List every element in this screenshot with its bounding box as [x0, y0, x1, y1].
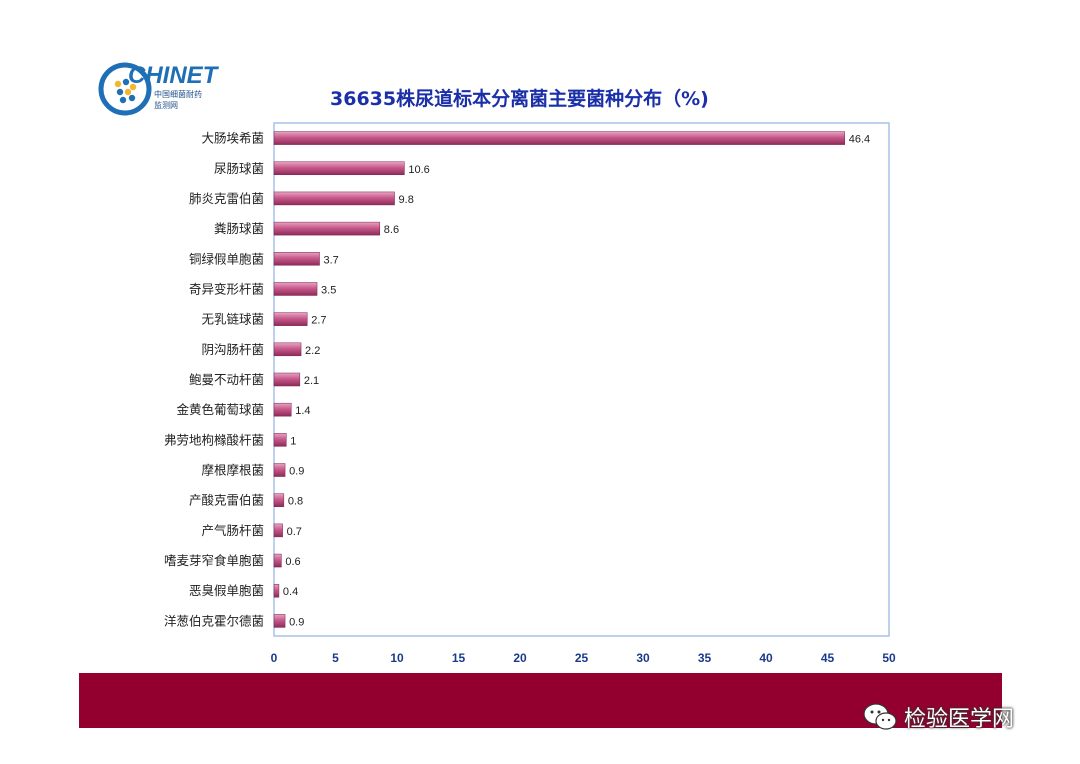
bar	[273, 583, 280, 598]
bar	[273, 191, 395, 206]
x-tick-label: 0	[271, 651, 278, 665]
data-label: 0.8	[288, 496, 303, 508]
x-tick-label: 50	[882, 651, 896, 665]
category-label: 肺炎克雷伯菌	[189, 191, 264, 206]
category-label: 产酸克雷伯菌	[189, 493, 264, 508]
bar	[273, 131, 845, 145]
data-label: 8.6	[384, 224, 399, 236]
category-label: 恶臭假单胞菌	[189, 583, 264, 598]
data-label: 0.9	[289, 616, 304, 628]
category-label: 大肠埃希菌	[201, 131, 264, 146]
bar	[273, 252, 320, 266]
x-tick-label: 40	[759, 651, 773, 665]
bar	[273, 493, 285, 507]
watermark: 检验医学网	[862, 700, 1014, 734]
category-label: 摩根摩根菌	[201, 463, 264, 478]
category-label: 产气肠杆菌	[201, 523, 264, 538]
bar	[273, 372, 301, 387]
data-label: 0.7	[287, 526, 302, 538]
logo-subtitle-1: 中国细菌耐药	[154, 90, 202, 99]
bar	[273, 312, 308, 326]
x-tick-label: 20	[513, 651, 527, 665]
bar	[273, 282, 318, 296]
x-tick-label: 30	[636, 651, 650, 665]
chart-title: 36635株尿道标本分离菌主要菌种分布（%)	[330, 88, 709, 110]
x-tick-label: 10	[390, 651, 404, 665]
category-label: 嗜麦芽窄食单胞菌	[164, 553, 264, 568]
bar	[273, 342, 302, 357]
bar	[273, 402, 292, 417]
x-tick-label: 5	[332, 651, 339, 665]
category-label: 奇异变形杆菌	[189, 281, 264, 296]
bar	[273, 614, 286, 628]
data-label: 3.5	[321, 284, 336, 296]
data-label: 3.7	[324, 254, 339, 266]
category-label: 弗劳地枸橼酸杆菌	[164, 432, 264, 447]
data-label: 46.4	[849, 134, 870, 146]
bar	[273, 553, 282, 568]
bar	[273, 161, 405, 176]
data-label: 1.4	[295, 405, 310, 417]
category-label: 金黄色葡萄球菌	[176, 402, 264, 417]
bar	[273, 221, 381, 236]
category-label: 铜绿假单胞菌	[189, 251, 264, 266]
chinet-logo: CHINET 中国细菌耐药 监测网	[98, 62, 228, 116]
data-label: 0.6	[285, 556, 300, 568]
bar	[273, 523, 283, 538]
data-label: 1	[290, 435, 296, 447]
data-label: 9.8	[399, 194, 414, 206]
data-label: 0.9	[289, 466, 304, 478]
bar	[273, 463, 286, 477]
category-label: 粪肠球菌	[214, 221, 264, 236]
wechat-icon	[863, 703, 897, 730]
data-label: 2.7	[311, 315, 326, 327]
logo-subtitle-2: 监测网	[154, 101, 178, 110]
x-tick-label: 35	[698, 651, 712, 665]
bar	[273, 433, 287, 447]
data-label: 2.1	[304, 375, 319, 387]
footer-band	[79, 673, 1002, 728]
x-tick-label: 25	[575, 651, 589, 665]
category-label: 阴沟肠杆菌	[201, 342, 264, 357]
category-label: 鲍曼不动杆菌	[189, 372, 264, 387]
category-label: 无乳链球菌	[201, 312, 264, 327]
data-label: 0.4	[283, 586, 298, 598]
x-tick-label: 45	[821, 651, 835, 665]
chinet-logo-icon	[98, 62, 152, 116]
data-label: 2.2	[305, 345, 320, 357]
data-label: 10.6	[408, 164, 429, 176]
logo-brand: CHINET	[128, 62, 218, 89]
watermark-text: 检验医学网	[904, 707, 1015, 732]
category-label: 尿肠球菌	[214, 161, 264, 176]
x-tick-label: 15	[452, 651, 466, 665]
category-label: 洋葱伯克霍尔德菌	[164, 613, 264, 628]
